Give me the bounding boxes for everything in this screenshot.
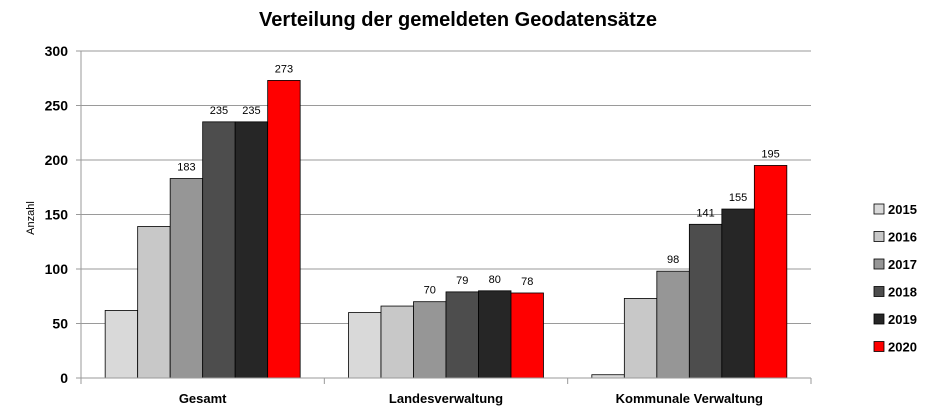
bar-2018-2 xyxy=(445,291,479,379)
y-tick-label: 300 xyxy=(45,43,69,59)
bar-2019-2 xyxy=(478,290,512,379)
data-label: 273 xyxy=(275,63,293,75)
x-tick-label: Gesamt xyxy=(179,391,227,406)
legend-swatch xyxy=(873,286,885,297)
y-tick-label: 100 xyxy=(45,261,69,277)
bar-2020-3 xyxy=(753,165,788,379)
data-label: 155 xyxy=(729,192,747,204)
data-label: 70 xyxy=(424,285,436,297)
bar-2018-1 xyxy=(202,121,236,379)
legend-swatch xyxy=(873,258,885,270)
bar-2019-1 xyxy=(234,121,269,379)
bar-2015-1 xyxy=(104,310,139,379)
bar-2020-1 xyxy=(267,80,301,379)
bar-2018-3 xyxy=(688,223,723,379)
data-label: 235 xyxy=(210,105,228,117)
bar-2017-3 xyxy=(656,270,690,379)
data-label: 80 xyxy=(489,274,501,286)
y-tick-label: 0 xyxy=(60,370,68,386)
legend-swatch xyxy=(873,313,885,325)
legend: 2015 2016 2017 2018 2019 2020 xyxy=(873,202,917,355)
bar-2016-3 xyxy=(623,298,658,379)
legend-label: 2019 xyxy=(888,312,917,327)
y-tick-label: 200 xyxy=(45,152,69,168)
bar-2016-1 xyxy=(137,226,171,379)
data-label: 98 xyxy=(667,254,679,266)
legend-label: 2018 xyxy=(888,285,917,300)
data-label: 183 xyxy=(177,162,195,174)
bar-2017-2 xyxy=(413,301,447,379)
legend-label: 2016 xyxy=(888,230,917,245)
y-tick-label: 150 xyxy=(45,207,69,223)
data-label: 235 xyxy=(242,105,260,117)
legend-label: 2015 xyxy=(888,202,917,217)
data-label: 78 xyxy=(521,276,533,288)
axes: 0 50 100 150 200 250 300 Gesamt Landesverwaltung… xyxy=(45,43,812,406)
legend-swatch xyxy=(873,341,885,352)
x-tick-label: Kommunale Verwaltung xyxy=(616,391,763,406)
y-tick-label: 50 xyxy=(52,316,68,332)
bar-2019-3 xyxy=(721,208,755,379)
legend-label: 2017 xyxy=(888,257,917,272)
legend-swatch xyxy=(873,231,885,242)
data-label: 79 xyxy=(456,275,468,287)
legend-label: 2020 xyxy=(888,340,917,355)
data-label: 195 xyxy=(761,148,779,160)
bar-2016-2 xyxy=(380,305,414,379)
x-tick-label: Landesverwaltung xyxy=(389,391,503,406)
y-axis-label: Anzahl xyxy=(25,201,37,235)
bar-2017-1 xyxy=(169,178,204,379)
data-label: 141 xyxy=(696,207,714,219)
chart-title: Verteilung der gemeldeten Geodatensätze xyxy=(259,9,657,31)
bars: 183 235 235 273 70 79 80 78 98 141 155 195 xyxy=(104,63,788,379)
bar-2015-2 xyxy=(348,312,382,379)
y-tick-label: 250 xyxy=(45,98,69,114)
bar-2020-2 xyxy=(510,292,544,379)
legend-swatch xyxy=(873,203,885,215)
